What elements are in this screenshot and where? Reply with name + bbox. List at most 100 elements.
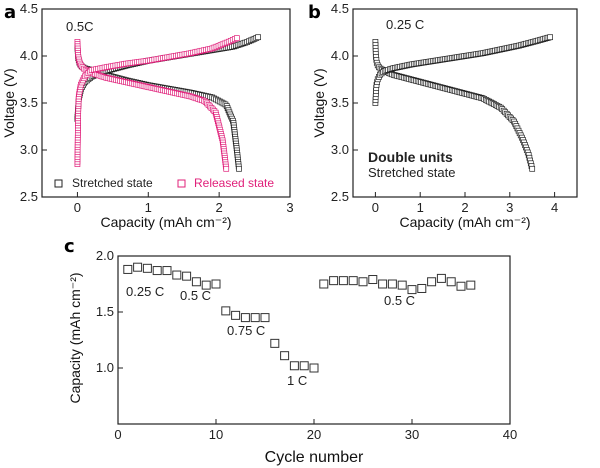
y-tick-label: 1.5: [96, 304, 114, 319]
cycle-point: [172, 270, 182, 280]
cycle-point: [446, 277, 456, 287]
cycle-point: [260, 313, 270, 323]
cycle-point: [201, 280, 211, 290]
cycle-point: [368, 275, 378, 285]
legend-marker-released: [177, 179, 186, 188]
panel-a: a 0 1 2 3 2.5 3.0 3.5 4.0 4.5 0.5C Stretched st…: [1, 1, 294, 230]
panel-c-x-label: Cycle number: [265, 449, 364, 466]
cycle-point: [358, 277, 368, 287]
data-point-b-s0-c0: [529, 165, 536, 172]
y-tick-label: 4.0: [331, 48, 349, 63]
cycle-point: [240, 313, 250, 323]
x-tick-label: 1: [417, 200, 424, 215]
y-tick-label: 2.0: [96, 248, 114, 263]
panel-b: b 0 1 2 3 4 2.5 3.0 3.5 4.0 4.5 0.25 C Double un…: [308, 1, 578, 230]
cycle-point: [319, 279, 329, 289]
cycle-point: [466, 280, 476, 290]
legend-label-stretched: Stretched state: [72, 176, 153, 190]
y-tick-label: 4.0: [20, 48, 38, 63]
x-tick-label: 10: [209, 427, 223, 442]
cycle-point: [436, 273, 446, 283]
x-tick-label: 4: [551, 200, 558, 215]
data-point-a-s1-c1: [234, 35, 240, 41]
cycle-point: [407, 285, 417, 295]
panel-c-y-axis: 1.0 1.5 2.0: [96, 248, 123, 375]
cycle-point: [133, 262, 143, 272]
panel-b-x-axis: 0 1 2 3 4: [372, 192, 558, 215]
cycle-point: [299, 361, 309, 371]
panel-c-marks: [123, 262, 476, 373]
panel-b-marks: [372, 34, 553, 172]
legend-label-released: Released state: [194, 176, 274, 190]
panel-a-y-label: Voltage (V): [1, 68, 17, 137]
cycle-point: [221, 306, 231, 316]
x-tick-label: 20: [307, 427, 321, 442]
data-point-a-s1-c0: [223, 165, 230, 172]
data-point-a-s0-c1: [255, 34, 261, 41]
rate-label-0-75c: 0.75 C: [227, 323, 265, 338]
rate-label-0-5c: 0.5 C: [180, 288, 211, 303]
y-tick-label: 1.0: [96, 360, 114, 375]
cycle-point: [250, 313, 260, 323]
x-tick-label: 1: [145, 200, 152, 215]
panel-c-x-axis: 0 10 20 30 40: [114, 419, 517, 442]
panel-b-note: Stretched state: [368, 165, 455, 180]
rate-label-0-5c-return: 0.5 C: [384, 293, 415, 308]
cycle-point: [289, 361, 299, 371]
x-tick-label: 30: [405, 427, 419, 442]
y-tick-label: 3.5: [20, 95, 38, 110]
cycle-point: [191, 277, 201, 287]
panel-b-label: b: [308, 2, 321, 23]
panel-c-y-label: Capacity (mAh cm⁻²): [67, 272, 83, 403]
cycle-point: [270, 338, 280, 348]
y-tick-label: 2.5: [331, 189, 349, 204]
panel-a-y-axis: 2.5 3.0 3.5 4.0 4.5: [20, 1, 47, 204]
data-point-a-s0-c0: [236, 165, 242, 172]
panel-a-rate-annotation: 0.5C: [66, 19, 93, 34]
panel-a-label: a: [4, 2, 16, 23]
y-tick-label: 4.5: [331, 1, 349, 16]
panel-b-rate-annotation: 0.25 C: [386, 17, 424, 32]
y-tick-label: 3.5: [331, 95, 349, 110]
cycle-point: [456, 281, 466, 291]
panel-b-note-bold: Double units: [368, 149, 453, 165]
panel-c: c 0 10 20 30 40 1.0 1.5 2.0 0.25 C 0.5 C 0.75 …: [64, 236, 517, 466]
y-tick-label: 4.5: [20, 1, 38, 16]
cycle-point: [123, 264, 133, 274]
y-tick-label: 3.0: [331, 142, 349, 157]
x-tick-label: 3: [506, 200, 513, 215]
x-tick-label: 40: [503, 427, 517, 442]
panel-a-x-label: Capacity (mAh cm⁻²): [100, 214, 231, 230]
cycle-point: [427, 277, 437, 287]
cycle-point: [378, 279, 388, 289]
x-tick-label: 3: [286, 200, 293, 215]
y-tick-label: 3.0: [20, 142, 38, 157]
panel-b-y-label: Voltage (V): [311, 68, 327, 137]
y-tick-label: 2.5: [20, 189, 38, 204]
panel-c-label: c: [64, 236, 75, 257]
cycle-point: [338, 276, 348, 286]
legend-marker-stretched: [54, 179, 63, 188]
data-point-b-s0-c1: [547, 34, 553, 41]
cycle-point: [329, 276, 339, 286]
cycle-point: [309, 363, 319, 373]
cycle-point: [162, 266, 172, 276]
cycle-point: [211, 279, 221, 289]
cycle-point: [280, 351, 290, 361]
panel-a-marks: [74, 34, 261, 172]
cycle-point: [397, 280, 407, 290]
cycle-point: [387, 279, 397, 289]
cycle-point: [182, 271, 192, 281]
x-tick-label: 0: [372, 200, 379, 215]
panel-b-x-label: Capacity (mAh cm⁻²): [399, 214, 530, 230]
cycle-point: [152, 266, 162, 276]
panel-a-x-axis: 0 1 2 3: [74, 192, 294, 215]
rate-label-0-25c: 0.25 C: [126, 284, 164, 299]
rate-label-1c: 1 C: [287, 373, 307, 388]
x-tick-label: 2: [216, 200, 223, 215]
cycle-point: [348, 276, 358, 286]
panel-b-y-axis: 2.5 3.0 3.5 4.0 4.5: [331, 1, 358, 204]
x-tick-label: 0: [74, 200, 81, 215]
cycle-point: [417, 283, 427, 293]
